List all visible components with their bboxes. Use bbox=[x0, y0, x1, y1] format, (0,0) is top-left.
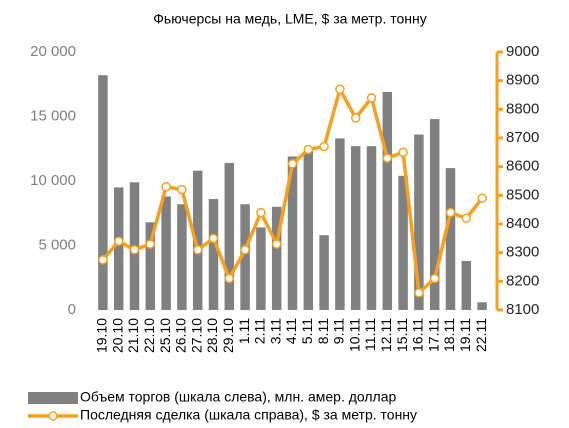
x-tick-label: 22.10 bbox=[141, 318, 157, 353]
line-point bbox=[445, 207, 456, 218]
line-point bbox=[208, 233, 219, 244]
bar bbox=[208, 199, 219, 310]
bar bbox=[98, 75, 108, 310]
y2-tick-label: 8600 bbox=[506, 158, 539, 175]
line-point bbox=[414, 288, 424, 298]
line-point bbox=[129, 245, 140, 255]
bar bbox=[271, 206, 282, 310]
line-point bbox=[192, 245, 203, 255]
y-tick-label: 10 000 bbox=[30, 172, 76, 189]
line-point bbox=[161, 181, 171, 192]
y-tick-label: 5 000 bbox=[38, 236, 76, 253]
line-point bbox=[366, 93, 377, 103]
bar bbox=[256, 227, 266, 310]
x-tick-label: 8.11 bbox=[315, 318, 331, 344]
bar bbox=[192, 170, 203, 310]
line-point bbox=[461, 213, 472, 224]
bar bbox=[477, 302, 487, 310]
x-tick-label: 22.11 bbox=[473, 318, 489, 352]
x-tick-label: 3.11 bbox=[267, 318, 283, 344]
bar bbox=[461, 260, 472, 310]
y-tick-label: 15 000 bbox=[30, 107, 76, 124]
bar bbox=[240, 204, 250, 310]
x-tick-label: 19.11 bbox=[457, 318, 473, 352]
line-point bbox=[303, 144, 314, 155]
bar bbox=[113, 187, 124, 310]
x-tick-label: 17.11 bbox=[425, 318, 441, 352]
x-tick-label: 26.10 bbox=[173, 318, 189, 353]
y2-tick-label: 9000 bbox=[506, 43, 539, 60]
line-point bbox=[477, 193, 487, 203]
y-tick-label: 20 000 bbox=[30, 43, 76, 60]
x-tick-label: 27.10 bbox=[188, 318, 204, 353]
legend-swatch bbox=[28, 392, 78, 404]
bar bbox=[414, 134, 424, 310]
bar bbox=[287, 156, 298, 310]
bar bbox=[303, 151, 314, 310]
x-tick-label: 9.11 bbox=[331, 318, 347, 344]
bar bbox=[319, 235, 329, 310]
line-point bbox=[113, 236, 124, 246]
line-point bbox=[350, 113, 361, 123]
bar bbox=[382, 91, 393, 311]
line-point bbox=[224, 273, 235, 284]
x-tick-label: 5.11 bbox=[299, 318, 315, 344]
line-point bbox=[177, 184, 187, 195]
x-tick-label: 21.10 bbox=[125, 318, 141, 353]
bar bbox=[445, 168, 456, 310]
x-tick-label: 29.10 bbox=[220, 318, 236, 353]
bar bbox=[145, 222, 156, 310]
x-tick-label: 15.11 bbox=[394, 318, 410, 352]
x-tick-label: 10.11 bbox=[346, 318, 362, 352]
chart-title: Фьючерсы на медь, LME, $ за метр. тонну bbox=[153, 11, 426, 27]
legend-swatch bbox=[48, 411, 58, 421]
line-point bbox=[271, 239, 282, 249]
legend-label: Последняя сделка (шкала справа), $ за ме… bbox=[80, 407, 417, 423]
y-tick-label: 0 bbox=[68, 301, 76, 318]
x-tick-label: 12.11 bbox=[378, 318, 394, 352]
x-tick-label: 18.11 bbox=[441, 318, 457, 352]
y2-tick-label: 8400 bbox=[506, 215, 539, 232]
line-point bbox=[382, 153, 393, 163]
y2-tick-label: 8100 bbox=[506, 301, 539, 318]
line-point bbox=[240, 245, 250, 255]
bar bbox=[177, 204, 187, 310]
legend-label: Объем торгов (шкала слева), млн. амер. д… bbox=[80, 389, 396, 405]
line-point bbox=[145, 239, 156, 249]
x-tick-label: 11.11 bbox=[362, 318, 378, 351]
bar bbox=[335, 138, 345, 310]
x-tick-label: 20.10 bbox=[109, 318, 125, 353]
x-tick-label: 28.10 bbox=[204, 318, 220, 353]
x-tick-label: 2.11 bbox=[252, 318, 268, 344]
bar bbox=[224, 162, 235, 310]
bar bbox=[429, 119, 440, 310]
bar bbox=[366, 146, 377, 310]
line-point bbox=[256, 207, 266, 218]
y2-tick-label: 8200 bbox=[506, 272, 539, 289]
x-tick-label: 1.11 bbox=[236, 318, 252, 344]
bar bbox=[161, 196, 171, 310]
line-point bbox=[429, 273, 440, 284]
x-tick-label: 16.11 bbox=[410, 318, 426, 352]
y2-tick-label: 8700 bbox=[506, 129, 539, 146]
bar bbox=[398, 175, 408, 310]
line-point bbox=[335, 84, 345, 95]
x-tick-label: 25.10 bbox=[157, 318, 173, 353]
y2-tick-label: 8900 bbox=[506, 72, 539, 89]
y2-tick-label: 8800 bbox=[506, 100, 539, 117]
x-tick-label: 4.11 bbox=[283, 318, 299, 344]
bar bbox=[350, 146, 361, 310]
line-point bbox=[398, 147, 408, 158]
x-tick-label: 19.10 bbox=[94, 318, 110, 353]
line-point bbox=[287, 159, 298, 169]
line-point bbox=[319, 141, 329, 152]
y2-tick-label: 8300 bbox=[506, 244, 539, 261]
y2-tick-label: 8500 bbox=[506, 186, 539, 203]
line-point bbox=[98, 255, 108, 265]
